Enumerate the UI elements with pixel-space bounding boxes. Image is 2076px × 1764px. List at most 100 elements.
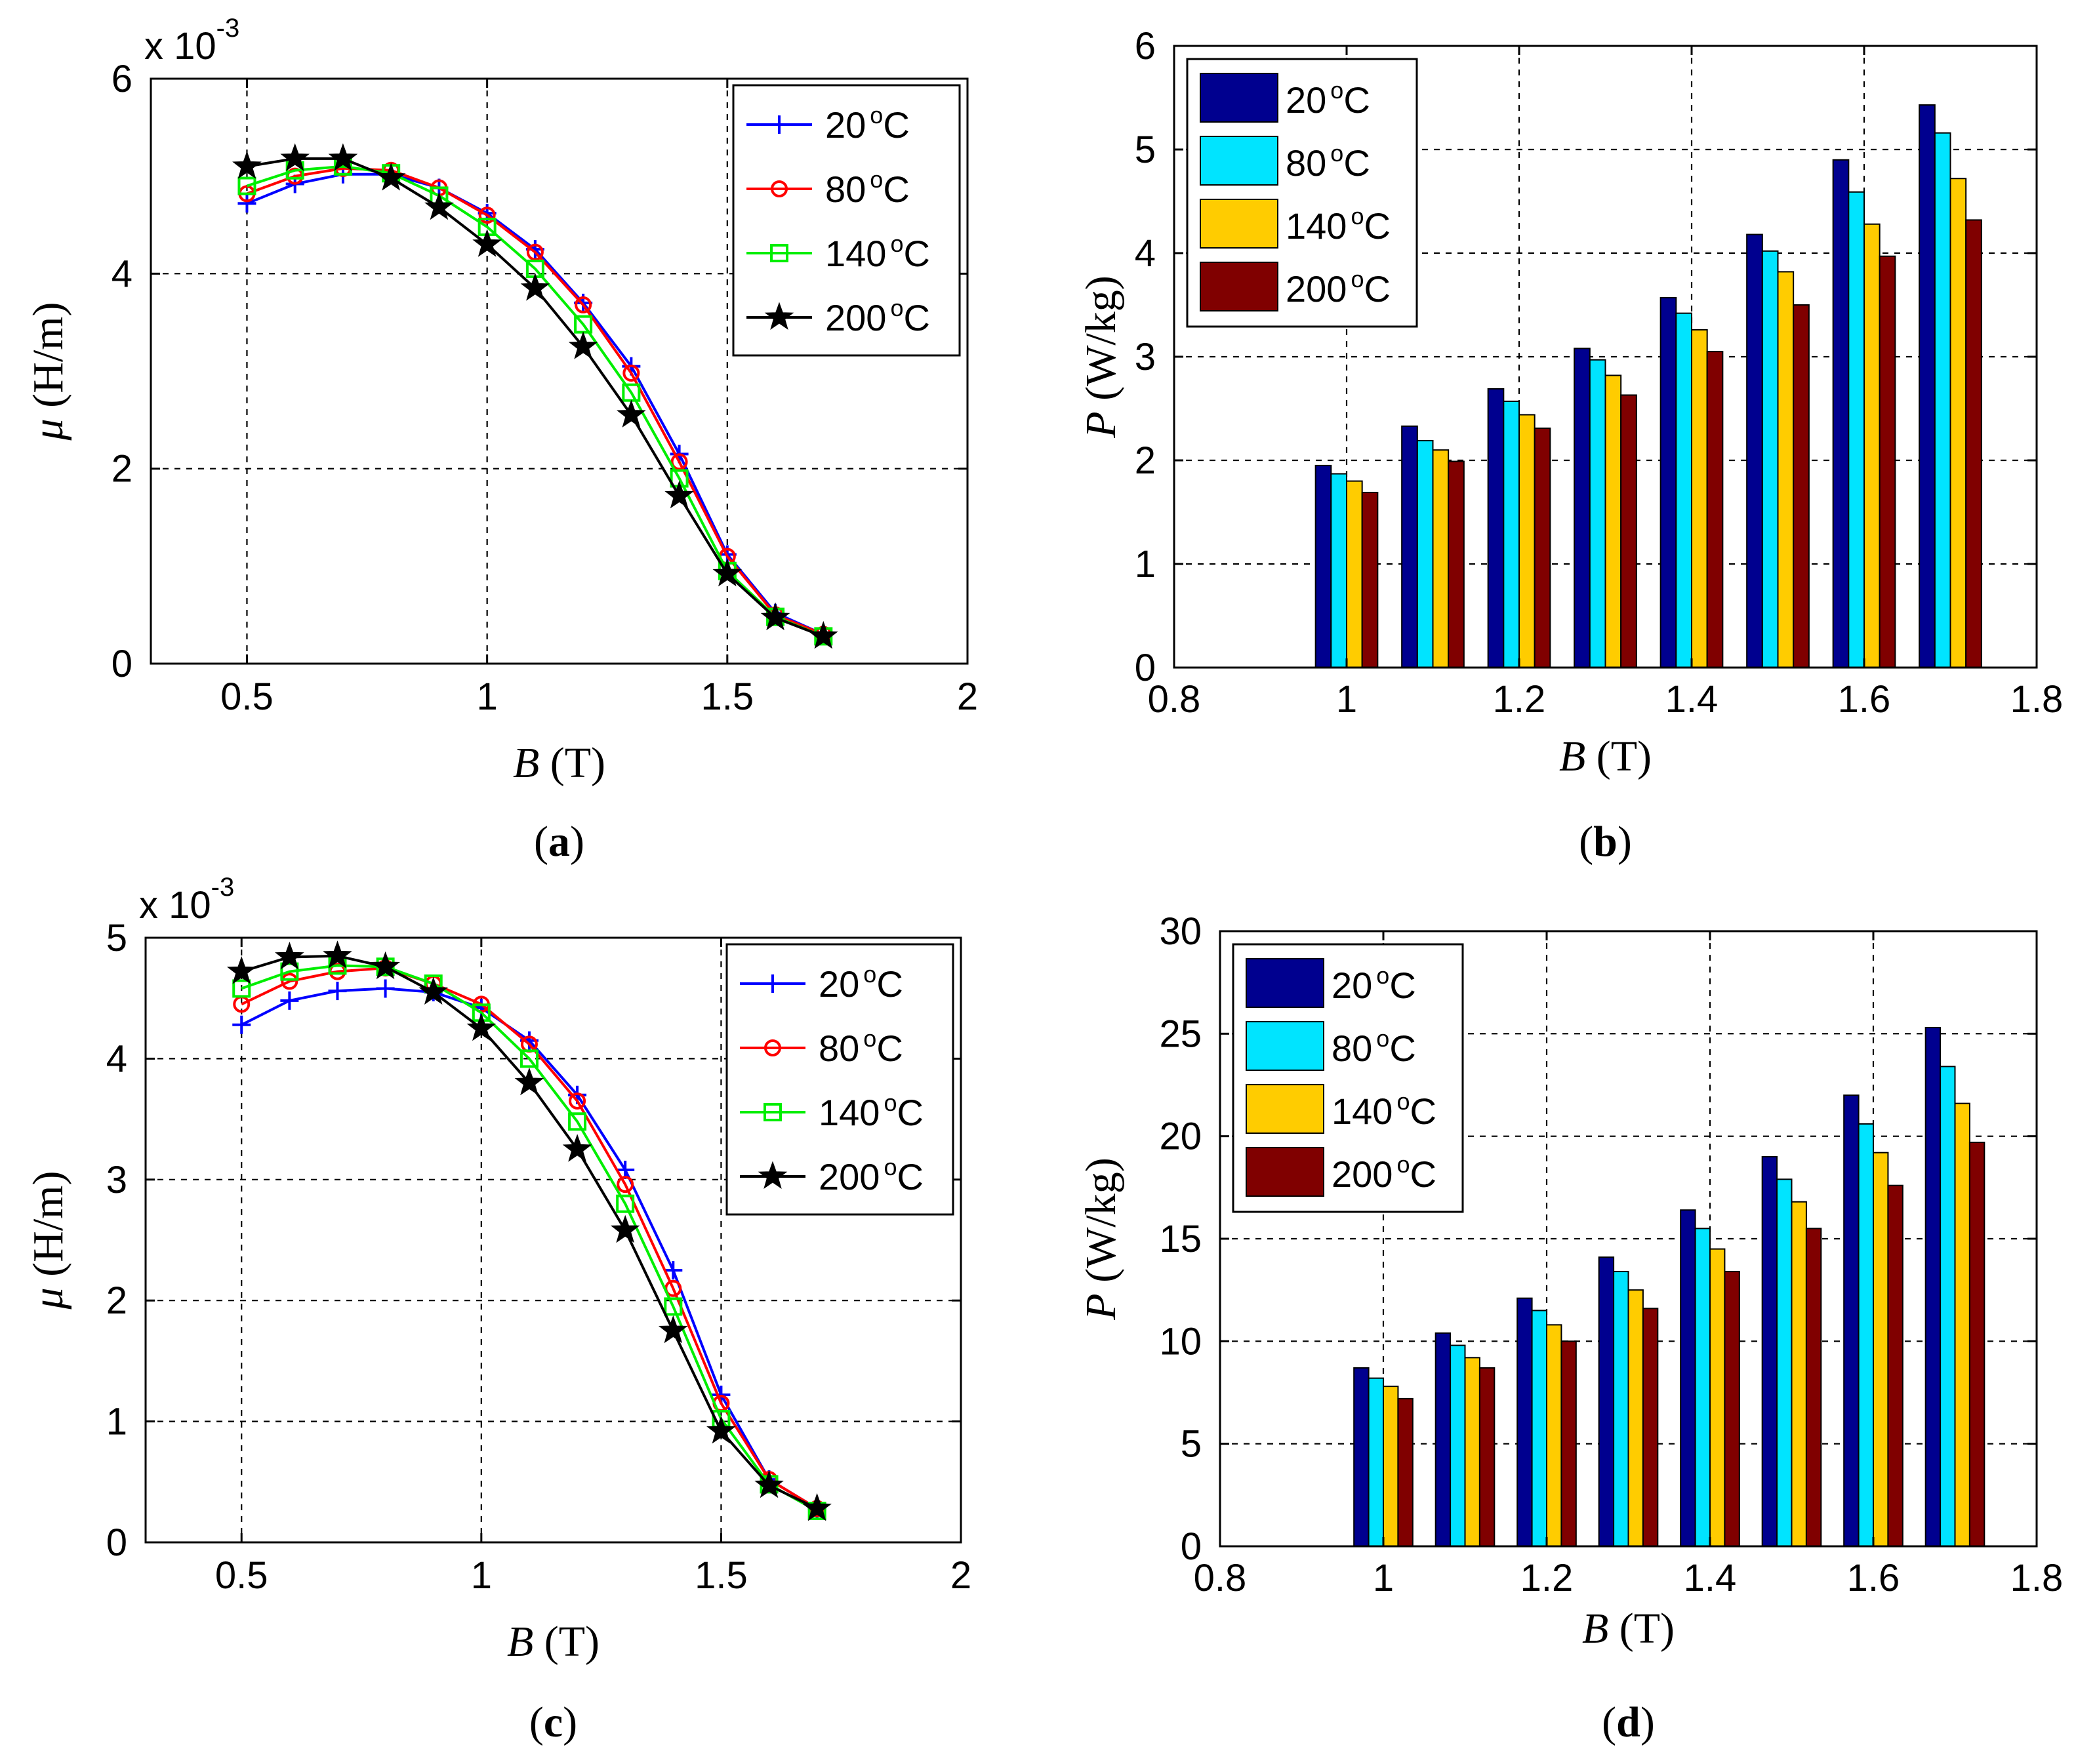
bar-200C bbox=[1560, 1340, 1577, 1548]
y-tick-label: 15 bbox=[1159, 1218, 1202, 1260]
bar-140C bbox=[1954, 1102, 1970, 1547]
bar-140C bbox=[1791, 1201, 1807, 1547]
legend-label-140C: 140 oC bbox=[825, 230, 930, 274]
x-tick-label: 0.5 bbox=[220, 675, 274, 718]
legend-marker-20C bbox=[763, 974, 782, 993]
bar-20C bbox=[1843, 1094, 1860, 1547]
legend-box bbox=[732, 84, 961, 357]
bar-80C bbox=[1761, 250, 1779, 668]
point-200C bbox=[226, 956, 256, 984]
bar-80C bbox=[1330, 473, 1347, 668]
legend-label-20C: 20 oC bbox=[1286, 77, 1370, 121]
bar-20C bbox=[1832, 159, 1850, 669]
y-tick-label: 0 bbox=[1181, 1525, 1202, 1568]
chart-b: 0.8 1 1.2 1.4 1.6 1.8 0 1 2 3 4 5 6 B (T) P (W/kg) (b) 2… bbox=[1077, 25, 2063, 866]
legend-marker-80C bbox=[764, 1039, 781, 1056]
point-200C bbox=[712, 558, 743, 587]
y-tick-label: 6 bbox=[1135, 25, 1156, 68]
point-200C bbox=[562, 1134, 592, 1162]
panel-caption: (b) bbox=[1579, 818, 1632, 866]
x-axis-label: B (T) bbox=[1559, 732, 1652, 780]
point-140C bbox=[568, 1112, 587, 1131]
legend-label-200C: 200 oC bbox=[819, 1153, 924, 1197]
legend-label-80C: 80 oC bbox=[1286, 140, 1370, 184]
bar-20C bbox=[1919, 104, 1936, 668]
point-80C bbox=[281, 972, 298, 990]
x-tick-label: 0.8 bbox=[1194, 1557, 1247, 1599]
bar-20C bbox=[1598, 1256, 1615, 1547]
y-tick-label: 30 bbox=[1159, 910, 1202, 953]
legend: 20 oC 80 oC 140 oC 200 oC bbox=[1232, 943, 1464, 1213]
bar-80C bbox=[1450, 1344, 1466, 1547]
point-200C bbox=[664, 480, 694, 509]
x-tick-label: 1.4 bbox=[1684, 1557, 1737, 1599]
y-tick-label: 5 bbox=[106, 917, 127, 959]
x-tick-label: 1.5 bbox=[695, 1554, 748, 1597]
x-tick-label: 1.8 bbox=[2010, 678, 2064, 721]
legend-label-200C: 200 oC bbox=[1286, 266, 1391, 310]
bar-200C bbox=[1805, 1228, 1822, 1548]
bar-140C bbox=[1546, 1324, 1562, 1547]
point-200C bbox=[472, 229, 502, 257]
point-200C bbox=[706, 1415, 736, 1444]
x-tick-label: 0.8 bbox=[1148, 678, 1201, 721]
x-tick-label: 1 bbox=[1373, 1557, 1394, 1599]
plot-frame bbox=[144, 936, 962, 1544]
bar-80C bbox=[1416, 439, 1434, 668]
point-200C bbox=[809, 620, 838, 649]
bar-80C bbox=[1940, 1066, 1956, 1547]
bar-80C bbox=[1776, 1178, 1793, 1547]
legend-label-20C: 20 oC bbox=[1332, 962, 1416, 1006]
point-20C bbox=[664, 1261, 683, 1280]
y-tick-label: 4 bbox=[1135, 232, 1156, 275]
legend-label-140C: 140 oC bbox=[819, 1089, 924, 1133]
point-140C bbox=[280, 962, 299, 981]
point-20C bbox=[237, 194, 256, 213]
bar-200C bbox=[1397, 1397, 1414, 1547]
legend-swatch-200C bbox=[1246, 1147, 1324, 1197]
chart-c: 0.5 1 1.5 2 0 1 2 3 4 5 x 10-3 B (T) μ (H/m) (c) 20 oC 8… bbox=[24, 873, 971, 1746]
point-200C bbox=[376, 163, 406, 191]
point-200C bbox=[323, 940, 352, 969]
y-tick-label: 0 bbox=[1135, 647, 1156, 689]
legend-marker-20C bbox=[770, 115, 788, 134]
bar-20C bbox=[1659, 296, 1677, 668]
point-200C bbox=[616, 399, 646, 428]
x-tick-label: 0.5 bbox=[215, 1554, 268, 1597]
legend-swatch-140C bbox=[1246, 1084, 1324, 1134]
bar-80C bbox=[1368, 1377, 1385, 1547]
bar-140C bbox=[1949, 178, 1967, 668]
x-axis-label: B (T) bbox=[1582, 1605, 1675, 1653]
bar-200C bbox=[1620, 394, 1637, 669]
x-tick-label: 1.4 bbox=[1665, 678, 1719, 721]
bar-20C bbox=[1680, 1209, 1696, 1547]
legend-label-80C: 80 oC bbox=[819, 1025, 903, 1069]
series-line-80C bbox=[241, 967, 818, 1510]
bar-20C bbox=[1314, 464, 1332, 669]
chart-d: 0.8 1 1.2 1.4 1.6 1.8 0 5 10 15 20 25 30 B (T) P (W/kg… bbox=[1077, 910, 2063, 1746]
legend-marker-200C bbox=[764, 302, 794, 330]
y-tick-label: 3 bbox=[1135, 336, 1156, 378]
y-axis-label: μ (H/m) bbox=[24, 302, 72, 441]
bar-200C bbox=[1724, 1271, 1740, 1547]
bar-20C bbox=[1353, 1367, 1370, 1547]
y-tick-label: 20 bbox=[1159, 1115, 1202, 1158]
bar-200C bbox=[1965, 219, 1982, 668]
bar-200C bbox=[1478, 1367, 1496, 1547]
bar-200C bbox=[1706, 351, 1724, 668]
panel-caption: (d) bbox=[1602, 1698, 1655, 1746]
point-80C bbox=[569, 1092, 586, 1110]
point-20C bbox=[232, 1015, 251, 1034]
legend-label-80C: 80 oC bbox=[1332, 1025, 1416, 1069]
legend-swatch-140C bbox=[1200, 199, 1278, 249]
point-80C bbox=[617, 1176, 634, 1193]
y-axis-label: μ (H/m) bbox=[24, 1171, 72, 1310]
legend-label-200C: 200 oC bbox=[1332, 1151, 1436, 1195]
bar-80C bbox=[1589, 359, 1606, 668]
point-200C bbox=[232, 151, 262, 179]
legend-label-20C: 20 oC bbox=[819, 961, 903, 1005]
bar-200C bbox=[1879, 255, 1896, 668]
bar-80C bbox=[1848, 191, 1865, 668]
point-80C bbox=[575, 296, 592, 313]
point-200C bbox=[466, 1012, 497, 1041]
